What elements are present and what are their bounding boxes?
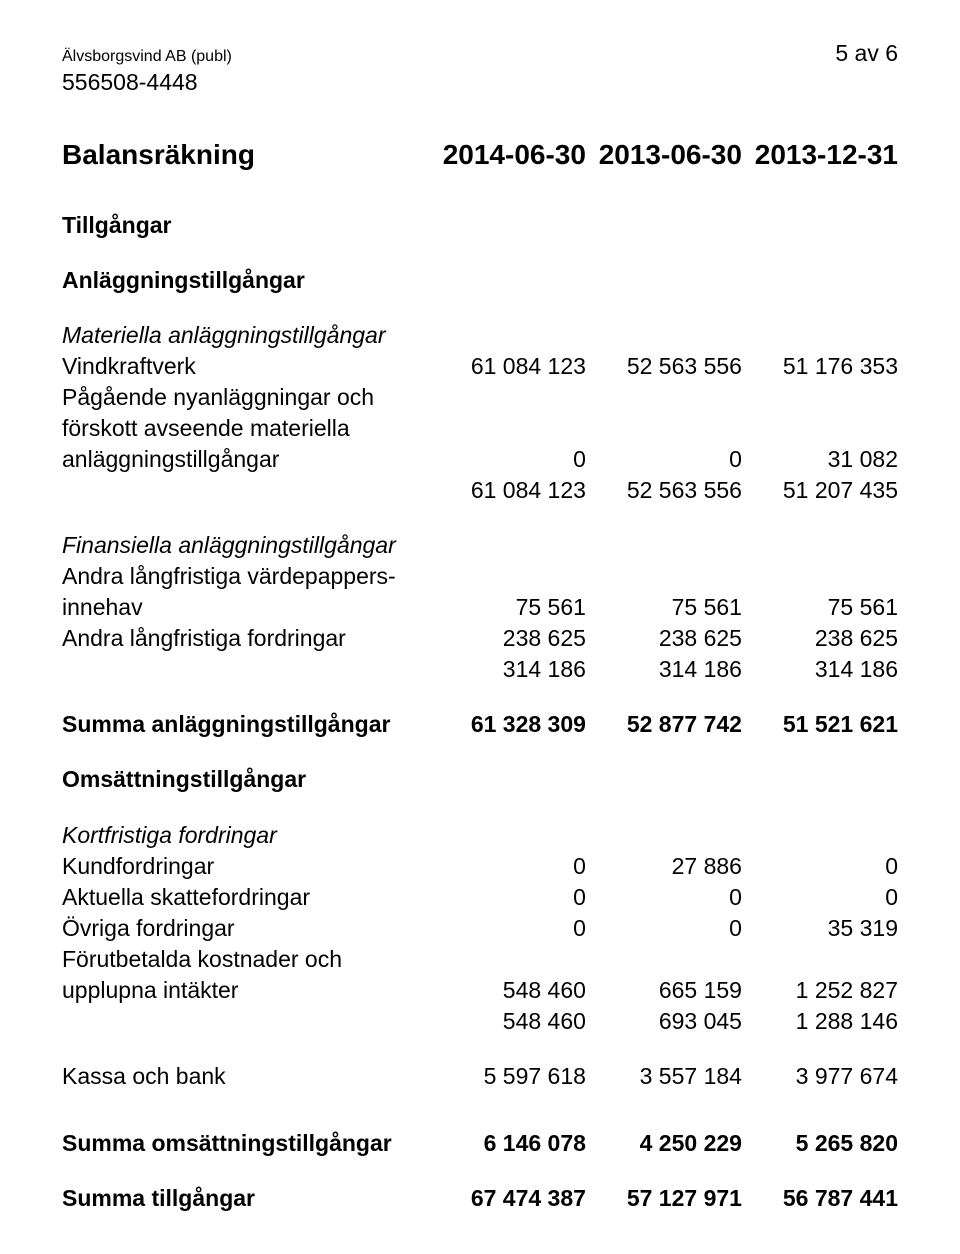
table-row: Vindkraftverk 61 084 123 52 563 556 51 1… <box>62 351 898 382</box>
row-value: 238 625 <box>742 623 898 654</box>
table-row: innehav 75 561 75 561 75 561 <box>62 592 898 623</box>
row-value: 75 561 <box>430 592 586 623</box>
row-label: Förutbetalda kostnader och <box>62 944 430 975</box>
row-label: Summa omsättningstillgångar <box>62 1128 430 1159</box>
row-value: 52 563 556 <box>586 475 742 506</box>
table-row: anläggningstillgångar 0 0 31 082 <box>62 444 898 475</box>
table-row: Aktuella skattefordringar 0 0 0 <box>62 882 898 913</box>
row-value: 693 045 <box>586 1006 742 1037</box>
row-value: 314 186 <box>742 654 898 685</box>
row-value: 3 557 184 <box>586 1061 742 1092</box>
table-row: upplupna intäkter 548 460 665 159 1 252 … <box>62 975 898 1006</box>
row-value: 4 250 229 <box>586 1128 742 1159</box>
row-value: 0 <box>430 882 586 913</box>
row-value: 0 <box>586 444 742 475</box>
col-date-2: 2013-06-30 <box>586 136 742 174</box>
balance-table: Balansräkning 2014-06-30 2013-06-30 2013… <box>62 136 898 1214</box>
row-label: förskott avseende materiella <box>62 413 430 444</box>
row-value: 52 877 742 <box>586 709 742 740</box>
row-value: 548 460 <box>430 1006 586 1037</box>
row-label: Pågående nyanläggningar och <box>62 382 430 413</box>
section-anlaggning: Anläggningstillgångar <box>62 265 430 296</box>
row-label: Aktuella skattefordringar <box>62 882 430 913</box>
row-value: 61 084 123 <box>430 351 586 382</box>
row-value: 1 288 146 <box>742 1006 898 1037</box>
row-value: 51 521 621 <box>742 709 898 740</box>
row-value: 75 561 <box>742 592 898 623</box>
row-value: 75 561 <box>586 592 742 623</box>
row-value: 0 <box>430 444 586 475</box>
kortfristiga-header: Kortfristiga fordringar <box>62 820 430 851</box>
col-date-1: 2014-06-30 <box>430 136 586 174</box>
row-value: 0 <box>586 913 742 944</box>
section-tillgangar: Tillgångar <box>62 210 430 241</box>
row-label: Vindkraftverk <box>62 351 430 382</box>
row-value: 0 <box>430 851 586 882</box>
table-row: Kundfordringar 0 27 886 0 <box>62 851 898 882</box>
sum-tillgangar-row: Summa tillgångar 67 474 387 57 127 971 5… <box>62 1183 898 1214</box>
materiella-header: Materiella anläggningstillgångar <box>62 320 430 351</box>
row-label: Summa anläggningstillgångar <box>62 709 430 740</box>
row-value: 238 625 <box>586 623 742 654</box>
page-number: 5 av 6 <box>835 40 898 67</box>
row-label: upplupna intäkter <box>62 975 430 1006</box>
row-label: Övriga fordringar <box>62 913 430 944</box>
row-value: 0 <box>742 851 898 882</box>
sum-oms-row: Summa omsättningstillgångar 6 146 078 4 … <box>62 1128 898 1159</box>
row-value: 0 <box>586 882 742 913</box>
sum-anlaggning-row: Summa anläggningstillgångar 61 328 309 5… <box>62 709 898 740</box>
section-omsattning: Omsättningstillgångar <box>62 764 430 795</box>
finansiella-header: Finansiella anläggningstillgångar <box>62 530 430 561</box>
row-value: 67 474 387 <box>430 1183 586 1214</box>
row-value: 35 319 <box>742 913 898 944</box>
row-value: 5 597 618 <box>430 1061 586 1092</box>
row-value: 57 127 971 <box>586 1183 742 1214</box>
row-value: 548 460 <box>430 975 586 1006</box>
subtotal-row: 61 084 123 52 563 556 51 207 435 <box>62 475 898 506</box>
row-label: Kundfordringar <box>62 851 430 882</box>
row-value: 61 328 309 <box>430 709 586 740</box>
table-title: Balansräkning <box>62 136 430 174</box>
page-header: Älvsborgsvind AB (publ) 5 av 6 <box>62 40 898 67</box>
row-value: 56 787 441 <box>742 1183 898 1214</box>
row-value: 51 176 353 <box>742 351 898 382</box>
row-value: 3 977 674 <box>742 1061 898 1092</box>
row-value: 0 <box>430 913 586 944</box>
row-value: 5 265 820 <box>742 1128 898 1159</box>
row-value: 665 159 <box>586 975 742 1006</box>
table-row: Andra långfristiga fordringar 238 625 23… <box>62 623 898 654</box>
row-value: 27 886 <box>586 851 742 882</box>
row-value: 61 084 123 <box>430 475 586 506</box>
row-value: 314 186 <box>586 654 742 685</box>
table-row: Kassa och bank 5 597 618 3 557 184 3 977… <box>62 1061 898 1092</box>
row-value: 51 207 435 <box>742 475 898 506</box>
row-value: 31 082 <box>742 444 898 475</box>
org-number: 556508-4448 <box>62 69 898 96</box>
table-row: Övriga fordringar 0 0 35 319 <box>62 913 898 944</box>
subtotal-row: 548 460 693 045 1 288 146 <box>62 1006 898 1037</box>
row-label: Andra långfristiga värdepappers- <box>62 561 430 592</box>
company-name: Älvsborgsvind AB (publ) <box>62 48 232 66</box>
row-label: anläggningstillgångar <box>62 444 430 475</box>
row-value: 6 146 078 <box>430 1128 586 1159</box>
row-label: innehav <box>62 592 430 623</box>
row-label: Andra långfristiga fordringar <box>62 623 430 654</box>
col-date-3: 2013-12-31 <box>742 136 898 174</box>
page: Älvsborgsvind AB (publ) 5 av 6 556508-44… <box>0 0 960 1254</box>
row-value: 0 <box>742 882 898 913</box>
row-label: Summa tillgångar <box>62 1183 430 1214</box>
row-label: Kassa och bank <box>62 1061 430 1092</box>
row-value: 52 563 556 <box>586 351 742 382</box>
row-value: 314 186 <box>430 654 586 685</box>
row-value: 238 625 <box>430 623 586 654</box>
subtotal-row: 314 186 314 186 314 186 <box>62 654 898 685</box>
row-value: 1 252 827 <box>742 975 898 1006</box>
